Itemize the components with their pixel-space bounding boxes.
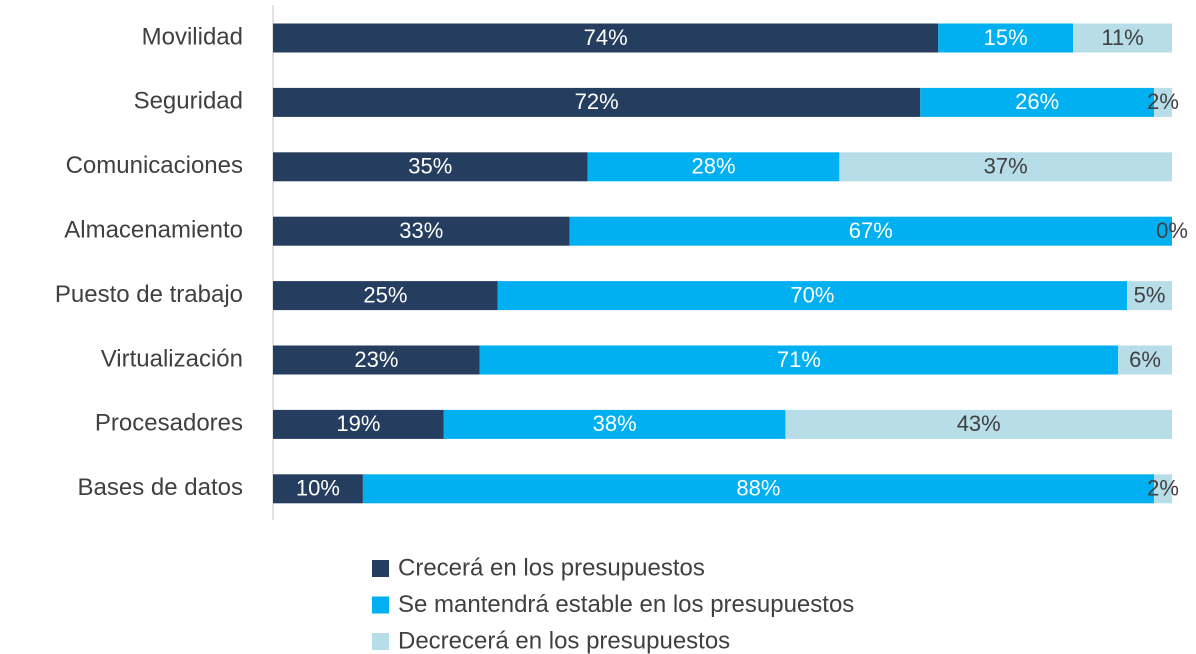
category-label: Procesadores	[95, 410, 243, 437]
data-label: 72%	[575, 89, 619, 114]
data-label: 88%	[736, 476, 780, 501]
data-label: 35%	[408, 154, 452, 179]
data-label: 2%	[1147, 89, 1179, 114]
data-label: 33%	[399, 218, 443, 243]
data-label: 74%	[584, 25, 628, 50]
category-label: Puesto de trabajo	[55, 281, 243, 308]
data-label: 5%	[1134, 282, 1166, 307]
bar-segment	[273, 87, 921, 117]
bar-segment	[273, 345, 480, 375]
data-label: 71%	[777, 347, 821, 372]
bar-segment	[362, 474, 1155, 504]
category-label: Bases de datos	[78, 474, 243, 501]
bar-segment	[273, 281, 498, 311]
data-label: 70%	[790, 282, 834, 307]
bar-segment	[479, 345, 1119, 375]
legend-label: Decrecerá en los presupuestos	[398, 627, 730, 654]
data-label: 67%	[849, 218, 893, 243]
category-label: Comunicaciones	[66, 152, 243, 179]
data-label: 28%	[691, 154, 735, 179]
legend-swatch	[372, 596, 389, 614]
bar-segment	[273, 409, 444, 439]
category-label: Seguridad	[134, 88, 243, 115]
bar-segment	[920, 87, 1155, 117]
bar-segment	[785, 409, 1172, 439]
bar-segment	[273, 23, 939, 53]
data-label: 0%	[1156, 218, 1188, 243]
bar-segment	[1154, 87, 1172, 117]
legend-swatch	[372, 633, 389, 650]
data-label: 38%	[593, 411, 637, 436]
bar-segment	[1127, 281, 1172, 311]
bar-segment	[1118, 345, 1172, 375]
legend-swatch	[372, 560, 389, 577]
bar-segment	[273, 216, 570, 246]
data-label: 23%	[354, 347, 398, 372]
data-label: 37%	[984, 154, 1028, 179]
legend-label: Se mantendrá estable en los presupuestos	[398, 591, 854, 618]
data-label: 10%	[296, 476, 340, 501]
bar-segment	[938, 23, 1074, 53]
category-label: Almacenamiento	[64, 217, 243, 244]
data-label: 11%	[1101, 25, 1143, 50]
data-label: 26%	[1015, 89, 1059, 114]
bar-segment	[497, 281, 1128, 311]
bar-segment	[569, 216, 1172, 246]
data-label: 2%	[1147, 476, 1179, 501]
category-label: Movilidad	[142, 23, 243, 50]
data-label: 6%	[1129, 347, 1161, 372]
data-label: 43%	[957, 411, 1001, 436]
bar-segment	[273, 152, 588, 182]
bar-segment	[1154, 474, 1172, 504]
data-label: 19%	[336, 411, 380, 436]
bar-segment	[1073, 23, 1172, 53]
data-label: 25%	[363, 282, 407, 307]
bar-segment	[273, 474, 363, 504]
bar-segment	[587, 152, 840, 182]
data-label: 15%	[984, 25, 1028, 50]
bar-segment	[839, 152, 1172, 182]
bar-segment	[443, 409, 786, 439]
legend-label: Crecerá en los presupuestos	[398, 554, 705, 581]
category-label: Virtualización	[101, 345, 243, 372]
